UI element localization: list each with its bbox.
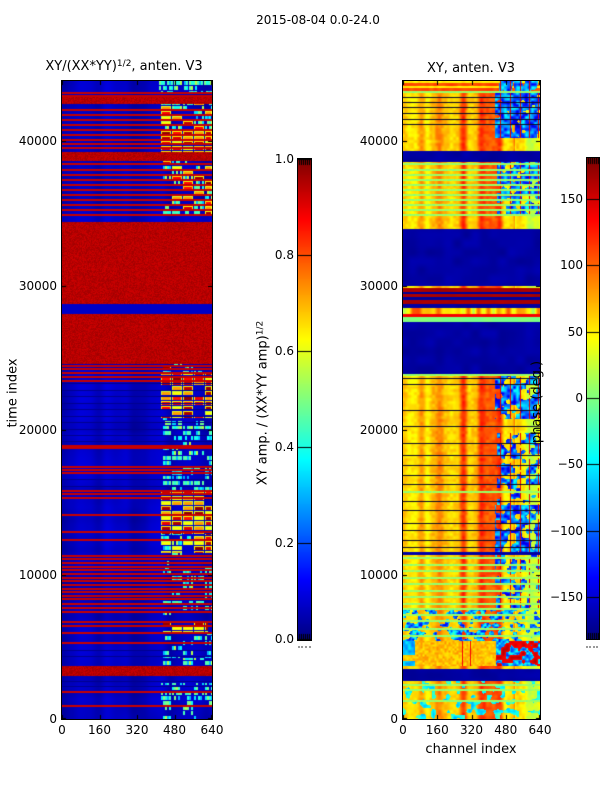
left-x-tick-label: 480	[163, 723, 186, 737]
left-panel-title-rest: , anten. V3	[131, 59, 203, 74]
left-panel-title: XY/(XX*YY)1/2, anten. V3	[45, 59, 202, 74]
amplitude-colorbar-label: XY amp. / (XX*YY amp)1/2	[256, 321, 271, 485]
left-x-tick-label: 0	[58, 723, 66, 737]
left-panel-title-base: XY/(XX*YY)	[45, 59, 117, 74]
amplitude-colorbar-frame	[297, 158, 312, 641]
phase-colorbar-label: phase (deg.)	[529, 360, 545, 444]
right-x-tick-label: 640	[528, 723, 552, 737]
phase-colorbar-canvas	[587, 158, 599, 639]
right-y-tick-label: 40000	[359, 134, 398, 149]
amplitude-colorbar-tick-label: 1.0	[274, 152, 294, 166]
phase-colorbar-tick-label: 150	[560, 192, 583, 207]
x-axis-label: channel index	[425, 742, 517, 757]
phase-colorbar-frame	[586, 157, 600, 640]
left-x-tick-label: 640	[200, 723, 224, 737]
amplitude-colorbar-tick-label: 0.6	[274, 344, 294, 358]
amplitude-colorbar-tick-label: 0.2	[274, 536, 294, 550]
phase-colorbar-tick-label: 100	[560, 258, 583, 273]
left-panel-title-sup: 1/2	[116, 59, 132, 69]
right-y-tick-label: 0	[390, 712, 398, 726]
figure-title: 2015-08-04 0.0-24.0	[256, 13, 380, 27]
amplitude-colorbar-tick-label: 0.8	[274, 248, 294, 262]
amplitude-colorbar-label-sup: 1/2	[255, 320, 266, 336]
right-x-tick-label: 320	[460, 723, 483, 737]
right-x-tick-label: 0	[399, 723, 407, 737]
left-x-tick-label: 320	[125, 723, 149, 737]
right-x-tick-label: 480	[494, 723, 518, 737]
left-x-tick-label: 160	[88, 723, 111, 737]
right-y-tick-label: 30000	[359, 278, 398, 293]
y-axis-label: time index	[5, 358, 21, 428]
left-y-tick-label: 10000	[18, 567, 57, 582]
phase-colorbar-tick-label: −100	[550, 523, 583, 538]
right-y-tick-label: 10000	[359, 567, 398, 582]
right-x-tick-label: 160	[425, 723, 449, 737]
left-y-tick-label: 40000	[18, 134, 57, 149]
amplitude-colorbar-tick-label: 0.4	[274, 440, 294, 454]
amplitude-colorbar-tick-label: 0.0	[274, 632, 294, 646]
left-y-tick-label: 30000	[18, 278, 57, 293]
phase-colorbar-tick-label: −50	[557, 457, 583, 472]
phase-heatmap-frame	[402, 80, 541, 720]
left-y-tick-label: 20000	[18, 423, 57, 438]
amplitude-heatmap-canvas	[62, 81, 212, 719]
phase-colorbar-tick-label: 0	[575, 391, 583, 405]
left-y-tick-label: 0	[49, 712, 57, 726]
right-panel-title: XY, anten. V3	[426, 61, 516, 76]
amplitude-colorbar-canvas	[298, 159, 311, 640]
amplitude-heatmap-frame	[61, 80, 213, 720]
phase-colorbar-tick-label: −150	[550, 589, 583, 604]
phase-heatmap-canvas	[403, 81, 540, 719]
amplitude-colorbar-label-base: XY amp. / (XX*YY amp)	[255, 335, 271, 486]
amplitude-colorbar-extend-dots	[298, 646, 311, 648]
phase-colorbar-extend-dots	[586, 646, 598, 648]
phase-colorbar-tick-label: 50	[567, 324, 583, 339]
right-y-tick-label: 20000	[359, 423, 398, 438]
